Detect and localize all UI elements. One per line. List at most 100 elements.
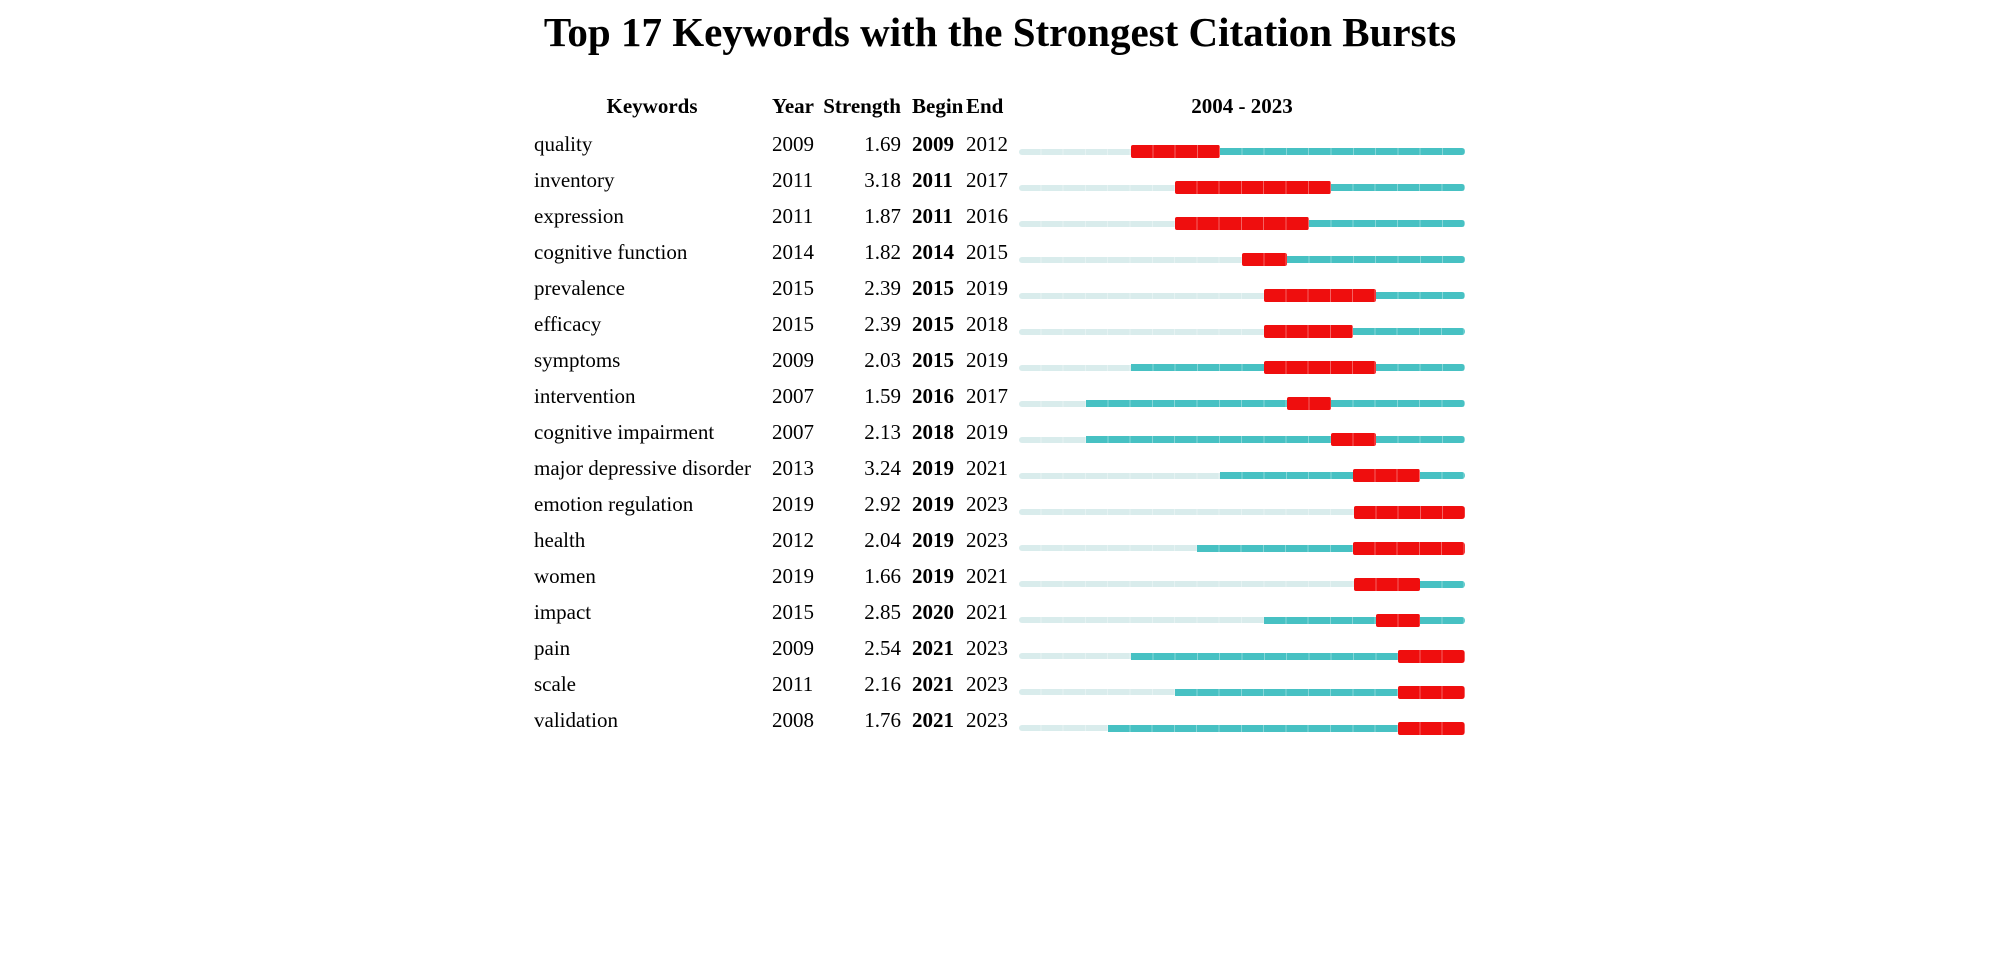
chart-title: Top 17 Keywords with the Strongest Citat…	[543, 9, 1457, 55]
timeline-segment-burst	[1242, 253, 1287, 267]
burst-row: scale 2011 2.16 2021 2023	[0, 672, 2000, 710]
end-cell: 2019	[966, 275, 1008, 300]
timeline-segment-active	[1420, 580, 1465, 588]
year-cell: 2013	[772, 455, 814, 480]
end-cell: 2017	[966, 167, 1008, 192]
burst-timeline-bar	[1019, 530, 1465, 566]
timeline-segment-burst	[1398, 685, 1465, 699]
timeline-segment-burst	[1353, 469, 1421, 483]
timeline-segment-before	[1019, 292, 1265, 299]
begin-cell: 2015	[912, 275, 954, 300]
timeline-segment-burst	[1264, 289, 1376, 303]
begin-cell: 2015	[912, 347, 954, 372]
year-cell: 2011	[772, 203, 814, 228]
begin-cell: 2020	[912, 600, 954, 625]
timeline-segment-active	[1108, 724, 1399, 732]
begin-cell: 2014	[912, 239, 954, 264]
timeline-segment-before	[1019, 364, 1131, 371]
year-cell: 2015	[772, 600, 814, 625]
strength-cell: 2.85	[864, 600, 901, 625]
keyword-cell: women	[534, 564, 596, 589]
burst-row: validation 2008 1.76 2021 2023	[0, 708, 2000, 746]
timeline-segment-active	[1375, 364, 1465, 372]
timeline-segment-active	[1375, 436, 1465, 444]
keyword-cell: efficacy	[534, 311, 602, 336]
strength-cell: 2.13	[864, 419, 901, 444]
year-cell: 2009	[772, 131, 814, 156]
begin-cell: 2015	[912, 311, 954, 336]
year-cell: 2014	[772, 239, 814, 264]
timeline-segment-active	[1264, 616, 1376, 624]
begin-cell: 2009	[912, 131, 954, 156]
end-cell: 2015	[966, 239, 1008, 264]
year-cell: 2012	[772, 528, 814, 553]
burst-timeline-bar	[1019, 422, 1465, 458]
timeline-segment-before	[1019, 256, 1242, 263]
burst-row: pain 2009 2.54 2021 2023	[0, 636, 2000, 674]
strength-cell: 2.04	[864, 528, 901, 553]
keyword-cell: scale	[534, 672, 576, 697]
timeline-segment-before	[1019, 400, 1086, 407]
keyword-cell: prevalence	[534, 275, 625, 300]
strength-cell: 3.24	[864, 455, 901, 480]
burst-row: symptoms 2009 2.03 2015 2019	[0, 348, 2000, 386]
timeline-segment-active	[1085, 400, 1287, 408]
burst-timeline-bar	[1019, 494, 1465, 530]
year-cell: 2019	[772, 492, 814, 516]
burst-timeline-bar	[1019, 278, 1465, 314]
timeline-segment-before	[1019, 653, 1131, 660]
end-cell: 2019	[966, 347, 1008, 372]
begin-cell: 2021	[912, 672, 954, 697]
keyword-cell: cognitive function	[534, 239, 688, 264]
timeline-segment-burst	[1286, 397, 1332, 411]
end-cell: 2021	[966, 564, 1008, 589]
end-cell: 2016	[966, 203, 1008, 228]
timeline-segment-active	[1219, 148, 1465, 156]
timeline-segment-burst	[1375, 613, 1421, 627]
timeline-segment-before	[1019, 472, 1220, 479]
timeline-segment-burst	[1175, 217, 1309, 231]
strength-cell: 1.76	[864, 708, 901, 733]
column-header-end: End	[966, 94, 1004, 118]
burst-timeline-bar	[1019, 206, 1465, 242]
column-header-begin: Begin	[912, 94, 964, 118]
end-cell: 2023	[966, 672, 1008, 697]
timeline-segment-active	[1286, 256, 1465, 264]
begin-cell: 2019	[912, 492, 954, 516]
year-cell: 2009	[772, 636, 814, 661]
timeline-segment-burst	[1353, 541, 1465, 555]
begin-cell: 2016	[912, 383, 954, 408]
timeline-segment-active	[1308, 220, 1465, 228]
year-cell: 2015	[772, 275, 814, 300]
strength-cell: 2.39	[864, 275, 901, 300]
keyword-cell: emotion regulation	[534, 492, 694, 516]
strength-cell: 3.18	[864, 167, 901, 192]
strength-cell: 2.54	[864, 636, 901, 661]
end-cell: 2018	[966, 311, 1008, 336]
timeline-segment-before	[1019, 220, 1176, 227]
begin-cell: 2021	[912, 708, 954, 733]
burst-row: quality 2009 1.69 2009 2012	[0, 132, 2000, 170]
year-cell: 2011	[772, 672, 814, 697]
timeline-segment-active	[1331, 400, 1465, 408]
burst-timeline-bar	[1019, 134, 1465, 170]
strength-cell: 1.82	[864, 239, 901, 264]
end-cell: 2023	[966, 528, 1008, 553]
timeline-segment-burst	[1398, 721, 1465, 735]
timeline-segment-burst	[1353, 577, 1421, 591]
burst-row: women 2019 1.66 2019 2021	[0, 564, 2000, 602]
keyword-cell: intervention	[534, 383, 636, 408]
end-cell: 2017	[966, 383, 1008, 408]
burst-timeline-bar	[1019, 170, 1465, 206]
year-cell: 2007	[772, 383, 814, 408]
keyword-cell: inventory	[534, 167, 615, 192]
begin-cell: 2011	[912, 167, 953, 192]
keyword-cell: expression	[534, 203, 624, 228]
keyword-cell: cognitive impairment	[534, 419, 715, 444]
burst-timeline-bar	[1019, 458, 1465, 494]
year-cell: 2011	[772, 167, 814, 192]
timeline-segment-before	[1019, 509, 1354, 515]
begin-cell: 2021	[912, 636, 954, 661]
burst-row: cognitive function 2014 1.82 2014 2015	[0, 240, 2000, 278]
strength-cell: 1.69	[864, 131, 901, 156]
